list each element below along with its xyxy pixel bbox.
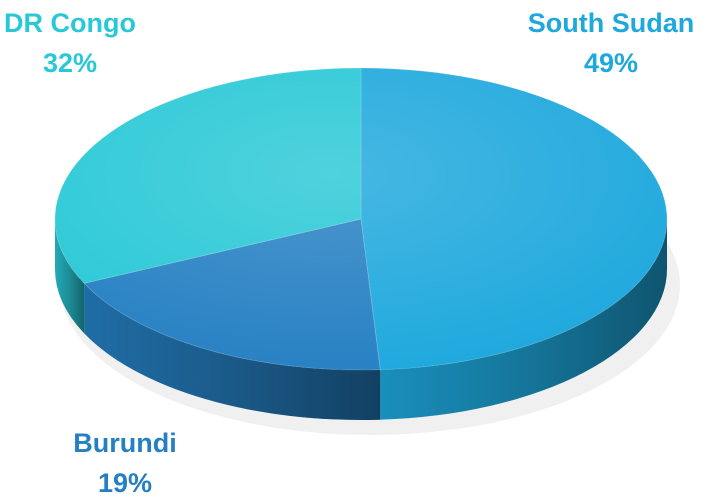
slice-side-shade [380,219,667,420]
highlight [55,68,667,370]
slice-value-label: 19% [98,468,152,498]
slice-label: DR Congo [4,8,136,38]
slice-side-shade [55,219,85,334]
slice-label: Burundi [73,428,176,458]
slice-side-shade [84,283,381,420]
slice-label: South Sudan [528,8,694,38]
slice-value-label: 49% [584,48,638,78]
slice-value-label: 32% [43,48,97,78]
